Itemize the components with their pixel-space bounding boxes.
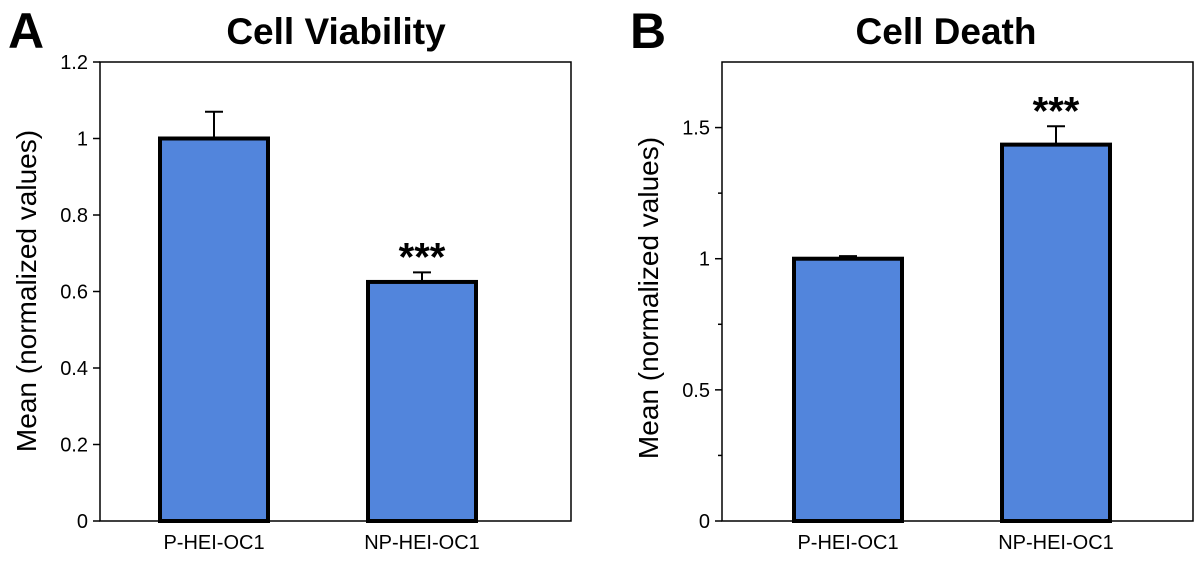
y-ticks-b: 0 0.5 1 1.5 xyxy=(682,118,722,533)
category-label: NP-HEI-OC1 xyxy=(998,532,1114,554)
bar-p-hei-oc1 xyxy=(158,136,270,523)
significance-marker: *** xyxy=(399,235,446,279)
chart-title-cell-death: Cell Death xyxy=(856,11,1037,52)
panel-b: B Cell Death Mean (normalized values) 00… xyxy=(630,3,1194,554)
y-tick-label: 0.8 xyxy=(60,205,88,227)
y-tick-label: 1 xyxy=(699,249,710,271)
bars-a: P-HEI-OC1 NP-HEI-OC1 *** xyxy=(158,110,480,554)
bar-np-hei-oc1 xyxy=(1000,142,1112,523)
y-tick-label: 0 xyxy=(77,511,88,533)
chart-title-cell-viability: Cell Viability xyxy=(226,11,446,52)
panel-letter-b: B xyxy=(630,3,666,59)
y-tick-label: 0.5 xyxy=(682,380,710,402)
significance-marker: *** xyxy=(1033,89,1080,133)
y-axis-label-b: Mean (normalized values) xyxy=(633,137,664,459)
bars-b: P-HEI-OC1 NP-HEI-OC1 *** xyxy=(792,89,1114,554)
panel-a: A Cell Viability Mean (normalized values… xyxy=(8,3,572,554)
category-label: P-HEI-OC1 xyxy=(163,532,264,554)
bar-np-hei-oc1 xyxy=(366,279,478,523)
panel-letter-a: A xyxy=(8,3,44,59)
y-tick-label: 0.6 xyxy=(60,282,88,304)
y-tick-label: 0.4 xyxy=(60,358,88,380)
category-label: NP-HEI-OC1 xyxy=(364,532,480,554)
y-tick-label: 1.2 xyxy=(60,52,88,74)
y-ticks-a: 0 0.2 0.4 0.6 0.8 1 1.2 xyxy=(60,52,100,533)
bar-p-hei-oc1 xyxy=(792,256,904,523)
plot-frame-b xyxy=(721,61,1194,522)
y-tick-label: 0.2 xyxy=(60,435,88,457)
y-axis-label-a: Mean (normalized values) xyxy=(11,130,42,452)
category-label: P-HEI-OC1 xyxy=(797,532,898,554)
y-tick-label: 0 xyxy=(699,511,710,533)
y-tick-label: 1.5 xyxy=(682,118,710,140)
y-tick-label: 1 xyxy=(77,129,88,151)
